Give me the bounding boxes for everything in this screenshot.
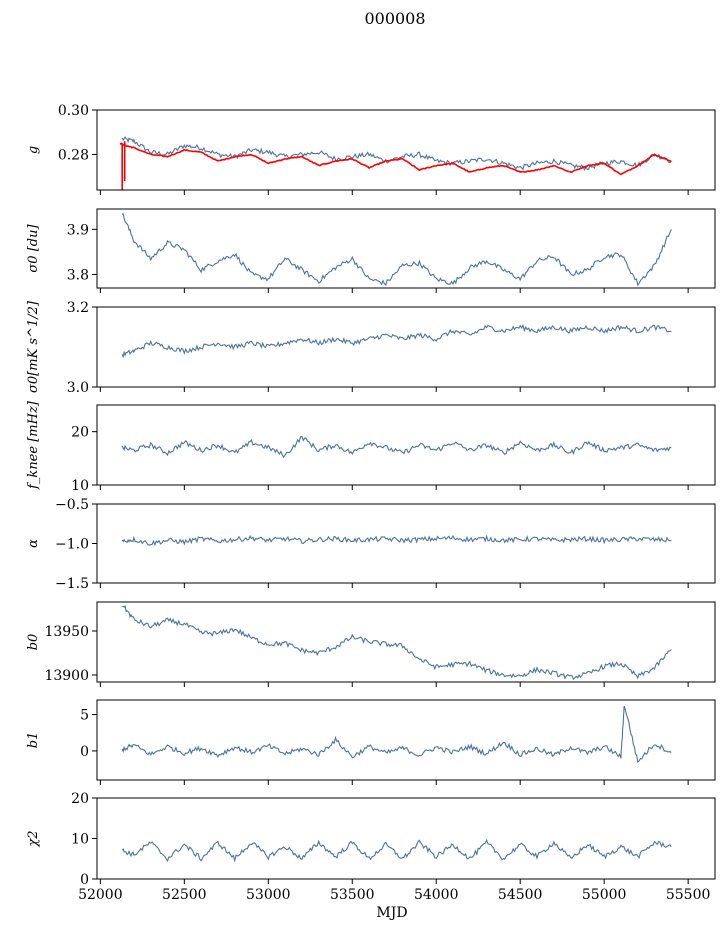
axes-frame (96, 404, 716, 486)
y-axis-label: χ2 (26, 830, 41, 847)
axes-frame (96, 601, 716, 683)
y-tick-label: −0.5 (55, 497, 89, 513)
y-tick-label: 3.9 (67, 222, 89, 238)
y-tick-label: −1.0 (55, 537, 89, 553)
figure-title: 000008 (364, 9, 425, 28)
series-line-0 (121, 435, 672, 459)
axes-frame (96, 208, 716, 289)
series-line-0 (121, 534, 672, 547)
y-tick-label: −1.5 (55, 576, 89, 592)
panel-7: 0 10 20 52000 52500 53000 53500 54000 54500 55000… (26, 791, 716, 921)
y-tick-label: 0.30 (58, 103, 89, 119)
y-tick-label: 3.8 (67, 267, 89, 283)
series-line-0 (121, 136, 672, 171)
y-tick-label: 13950 (44, 624, 89, 640)
y-axis-label: b0 (26, 634, 41, 651)
x-tick-label: 55500 (666, 887, 711, 903)
y-tick-label: 3.0 (67, 380, 89, 396)
panels: 0.28 0.30 g 3.8 3.9 σ0 [du] 3.0 3.2 σ0[mK s^1/2]… (26, 103, 716, 921)
panel-4: −1.5 −1.0 −0.5 α (26, 497, 716, 592)
y-axis-label: g (26, 146, 41, 154)
axes-frame (96, 306, 716, 388)
y-tick-label: 10 (71, 832, 89, 848)
y-axis-label: f_knee [mHz] (26, 400, 41, 490)
y-tick-label: 13900 (44, 668, 89, 684)
series-line-1 (119, 142, 672, 176)
axes-frame (96, 797, 716, 880)
y-tick-label: 0.28 (58, 147, 89, 163)
y-tick-label: 0 (80, 744, 89, 760)
panel-6: 0 5 b1 (26, 699, 716, 785)
x-axis-label: MJD (376, 905, 407, 921)
x-tick-label: 55000 (582, 887, 627, 903)
axes-frame (96, 503, 716, 584)
panel-0: 0.28 0.30 g (26, 103, 716, 195)
series-line-0 (122, 604, 672, 681)
series-line-0 (121, 838, 672, 863)
y-tick-label: 5 (80, 708, 89, 724)
y-axis-label: σ0 [du] (26, 224, 41, 273)
y-axis-label: α (26, 539, 41, 548)
panel-1: 3.8 3.9 σ0 [du] (26, 208, 716, 293)
x-tick-label: 54000 (414, 887, 459, 903)
panel-2: 3.0 3.2 σ0[mK s^1/2] (26, 300, 716, 396)
axes-frame (96, 699, 716, 781)
x-tick-label: 52500 (162, 887, 207, 903)
series-line-0 (121, 705, 672, 763)
x-tick-label: 53500 (330, 887, 375, 903)
y-tick-label: 10 (71, 478, 89, 494)
axes-frame (96, 109, 716, 191)
series-line-0 (121, 323, 672, 359)
overlay-spike (121, 141, 126, 190)
x-tick-label: 54500 (498, 887, 543, 903)
x-tick-label: 52000 (78, 887, 123, 903)
y-tick-label: 3.2 (67, 300, 89, 316)
y-axis-label: b1 (26, 732, 41, 749)
y-axis-label: σ0[mK s^1/2] (26, 300, 41, 393)
y-tick-label: 20 (71, 791, 89, 807)
panel-3: 10 20 f_knee [mHz] (26, 400, 716, 494)
series-line-0 (121, 213, 672, 287)
y-tick-label: 0 (80, 872, 89, 888)
y-tick-label: 20 (71, 425, 89, 441)
x-tick-label: 53000 (246, 887, 291, 903)
